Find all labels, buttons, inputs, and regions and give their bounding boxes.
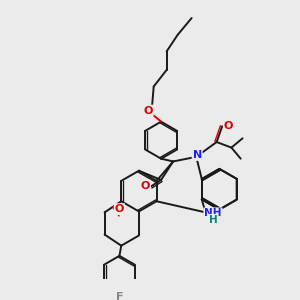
Text: H: H <box>208 215 217 225</box>
Text: O: O <box>115 204 124 214</box>
Text: NH: NH <box>204 208 222 218</box>
Text: O: O <box>224 121 233 131</box>
Text: O: O <box>143 106 153 116</box>
Text: N: N <box>193 150 202 160</box>
Text: F: F <box>116 292 123 300</box>
Text: O: O <box>141 181 150 190</box>
